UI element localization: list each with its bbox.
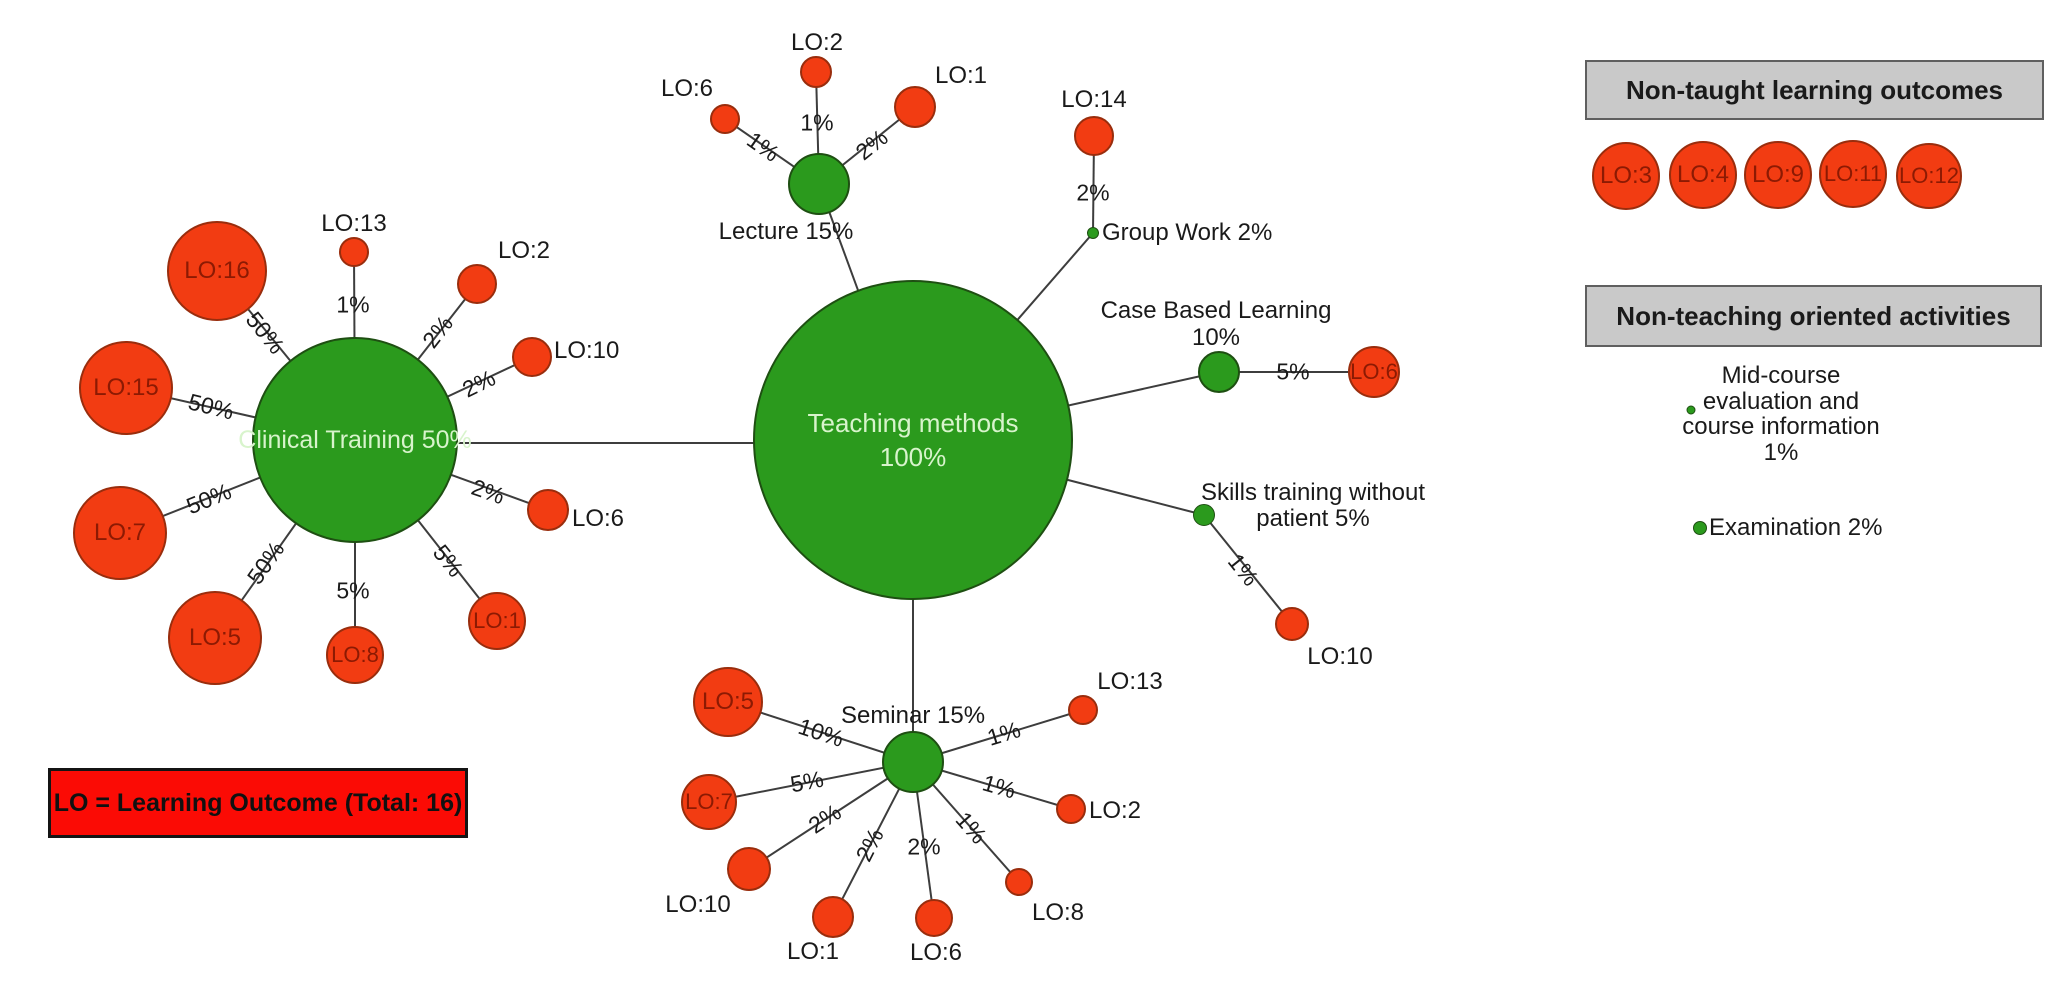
clinical-lo10-label: LO:10 (554, 337, 620, 364)
teaching-methods-label-line2: 100% (879, 442, 947, 472)
legend-node-lo9: LO:9 (1744, 141, 1812, 209)
legend-node-lo12: LO:12 (1896, 143, 1962, 209)
edge-label-clinical-lo13: 1% (336, 291, 370, 318)
edge-seminar-lo7 (708, 761, 914, 803)
node-seminar (882, 731, 944, 793)
lecture-label: Lecture 15% (718, 218, 854, 245)
clinical-lo6-label: LO:6 (572, 505, 625, 532)
group-work-label: Group Work 2% (1102, 219, 1273, 246)
midcourse-dot (1686, 405, 1696, 415)
skills-label-line2: patient 5% (1256, 505, 1370, 532)
non-taught-title: Non-taught learning outcomes (1626, 74, 2003, 105)
non-taught-header: Non-taught learning outcomes (1585, 60, 2044, 120)
examination-dot (1693, 521, 1707, 535)
edge-label-casebased-lo6: 5% (1276, 358, 1310, 385)
midcourse-line3: course information (1682, 413, 1880, 440)
node-clinical-training: Clinical Training 50% (238, 337, 472, 543)
clinical-lo7-label: LO:7 (93, 519, 147, 546)
midcourse-label: Mid-course evaluation and course informa… (1682, 363, 1879, 465)
midcourse-line1: Mid-course (1721, 362, 1841, 389)
clinical-lo16-label: LO:16 (184, 257, 250, 284)
skills-label-line1: Skills training without (1200, 479, 1426, 506)
node-skills-training (1193, 504, 1215, 526)
node-teaching-methods: Teaching methods 100% (753, 280, 1073, 600)
examination-label: Examination 2% (1709, 514, 1883, 541)
node-groupwork-lo14 (1074, 116, 1114, 156)
lo-note-box: LO = Learning Outcome (Total: 16) (48, 768, 468, 838)
clinical-lo2-label: LO:2 (497, 237, 551, 264)
legend-lo3-label: LO:3 (1599, 162, 1653, 189)
seminar-lo5-label: LO:5 (701, 688, 755, 715)
legend-node-lo3: LO:3 (1592, 142, 1660, 210)
clinical-lo1-label: LO:1 (473, 608, 521, 633)
midcourse-line4: 1% (1763, 438, 1799, 466)
node-clinical-lo16: LO:16 (167, 221, 267, 321)
edge-seminar-lo10 (748, 761, 914, 870)
non-teaching-header: Non-teaching oriented activities (1585, 285, 2042, 347)
seminar-lo7-label: LO:7 (685, 789, 733, 814)
node-seminar-lo1 (812, 896, 854, 938)
node-seminar-lo8 (1005, 868, 1033, 896)
node-seminar-lo10 (727, 847, 771, 891)
legend-lo9-label: LO:9 (1751, 161, 1805, 188)
midcourse-line2: evaluation and (1702, 387, 1860, 415)
groupwork-lo14-label: LO:14 (1061, 86, 1127, 113)
node-casebased-lo6: LO:6 (1348, 346, 1400, 398)
clinical-lo5-label: LO:5 (188, 624, 242, 651)
non-teaching-title: Non-teaching oriented activities (1616, 300, 2011, 331)
node-seminar-lo5: LO:5 (693, 667, 763, 737)
edge-label-clinical-lo8: 5% (336, 577, 370, 604)
node-clinical-lo7: LO:7 (73, 486, 167, 580)
case-based-label-line1: Case Based Learning (1100, 297, 1332, 324)
seminar-lo6-label: LO:6 (909, 939, 963, 966)
seminar-lo8-label: LO:8 (1031, 899, 1085, 926)
legend-lo4-label: LO:4 (1676, 161, 1730, 188)
clinical-lo13-label: LO:13 (321, 210, 387, 237)
node-clinical-lo2 (457, 264, 497, 304)
clinical-training-label: Clinical Training 50% (238, 426, 472, 454)
node-seminar-lo2 (1056, 794, 1086, 824)
node-clinical-lo5: LO:5 (168, 591, 262, 685)
node-clinical-lo15: LO:15 (79, 341, 173, 435)
lecture-lo2-label: LO:2 (790, 29, 844, 56)
legend-node-lo11: LO:11 (1819, 140, 1887, 208)
casebased-lo6-label: LO:6 (1350, 359, 1398, 384)
edge-label-groupwork-lo14: 2% (1076, 179, 1110, 206)
legend-lo12-label: LO:12 (1899, 163, 1959, 188)
node-case-based-learning (1198, 351, 1240, 393)
node-lecture-lo6 (710, 104, 740, 134)
lo-note-text: LO = Learning Outcome (Total: 16) (53, 788, 463, 817)
clinical-lo8-label: LO:8 (331, 642, 379, 667)
node-lecture-lo1 (894, 86, 936, 128)
node-clinical-lo10 (512, 337, 552, 377)
case-based-label-line2: 10% (1191, 324, 1241, 351)
node-clinical-lo1: LO:1 (468, 592, 526, 650)
legend-lo11-label: LO:11 (1823, 161, 1883, 186)
seminar-lo2-label: LO:2 (1089, 797, 1142, 824)
legend-node-lo4: LO:4 (1669, 141, 1737, 209)
skills-lo10-label: LO:10 (1307, 643, 1373, 670)
edge-skills-lo10 (1203, 514, 1293, 625)
seminar-lo13-label: LO:13 (1097, 668, 1163, 695)
edge-label-lecture-lo2: 1% (800, 109, 834, 136)
lecture-lo1-label: LO:1 (934, 62, 988, 89)
clinical-lo15-label: LO:15 (93, 374, 159, 401)
node-lecture (788, 153, 850, 215)
node-lecture-lo2 (800, 56, 832, 88)
edge-label-seminar-lo6: 2% (907, 833, 941, 860)
seminar-lo10-label: LO:10 (665, 891, 731, 918)
teaching-methods-label-line1: Teaching methods (807, 408, 1019, 438)
node-group-work (1087, 227, 1099, 239)
lecture-lo6-label: LO:6 (660, 75, 714, 102)
seminar-label: Seminar 15% (840, 702, 986, 729)
node-seminar-lo13 (1068, 695, 1098, 725)
node-clinical-lo6 (527, 489, 569, 531)
node-seminar-lo6 (915, 899, 953, 937)
node-clinical-lo13 (339, 237, 369, 267)
seminar-lo1-label: LO:1 (786, 938, 840, 965)
node-seminar-lo7: LO:7 (681, 774, 737, 830)
node-skills-lo10 (1275, 607, 1309, 641)
node-clinical-lo8: LO:8 (326, 626, 384, 684)
